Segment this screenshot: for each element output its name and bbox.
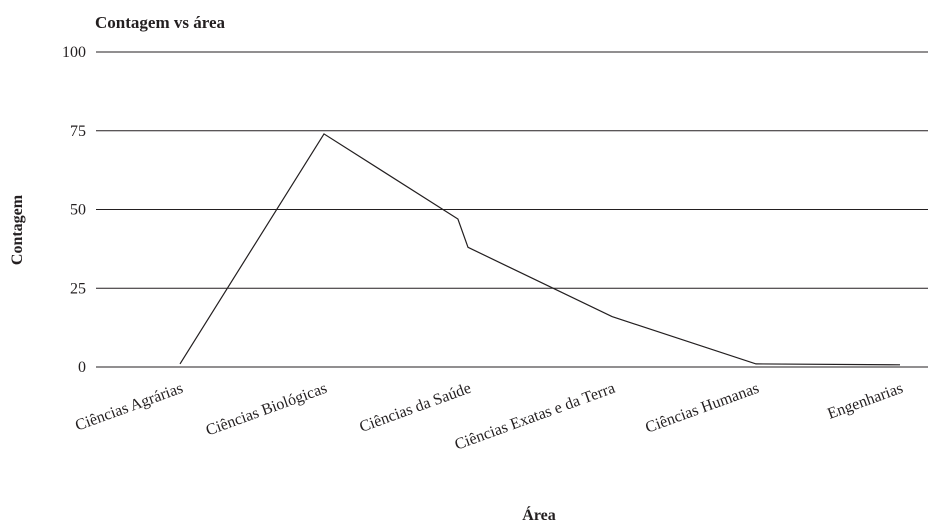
y-tick-label: 100 xyxy=(62,44,86,61)
y-axis-title: Contagem xyxy=(9,194,26,265)
x-axis-ticks: Ciências Agrárias Ciências Biológicas Ciên… xyxy=(73,380,905,454)
x-tick-label: Ciências Humanas xyxy=(643,380,761,437)
x-tick-label: Ciências Biológicas xyxy=(204,380,330,440)
y-tick-label: 25 xyxy=(70,280,86,297)
gridlines xyxy=(96,51,928,368)
x-tick-label: Ciências Exatas e da Terra xyxy=(453,380,618,454)
chart-title: Contagem vs área xyxy=(95,13,225,32)
x-tick-label: Ciências Agrárias xyxy=(73,380,185,435)
y-tick-label: 0 xyxy=(78,359,86,376)
x-tick-label: Ciências da Saúde xyxy=(357,380,473,436)
y-axis-ticks: 0 25 50 75 100 xyxy=(62,44,86,376)
x-axis-title: Área xyxy=(522,505,555,524)
x-tick-label: Engenharias xyxy=(825,380,905,423)
y-tick-label: 75 xyxy=(70,123,86,140)
data-line-series xyxy=(179,133,901,366)
y-tick-label: 50 xyxy=(70,202,86,219)
